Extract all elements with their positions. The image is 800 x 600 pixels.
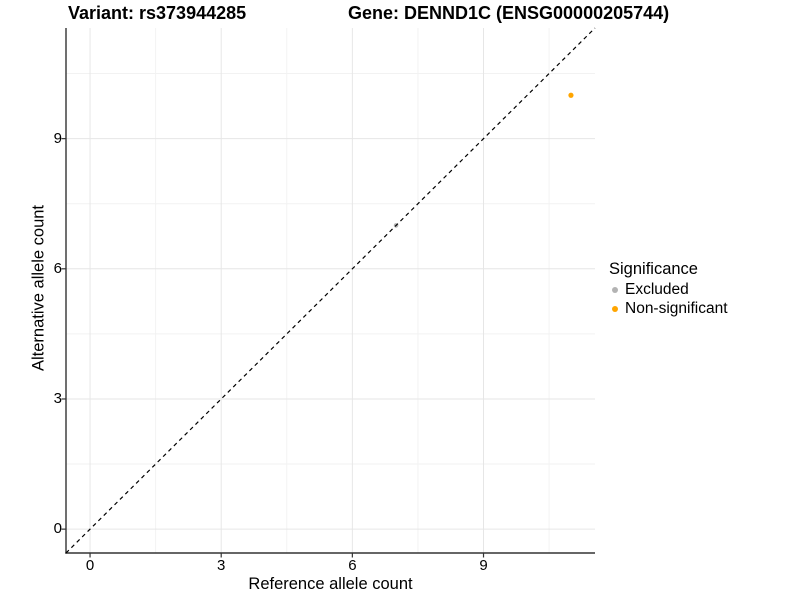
legend-title: Significance (609, 260, 698, 278)
y-tick-label: 9 (53, 129, 62, 147)
x-axis-title: Reference allele count (248, 575, 413, 593)
data-point-non-significant (568, 92, 574, 98)
legend: Significance Excluded Non-significant (609, 260, 728, 318)
plot-title-gene: Gene: DENND1C (ENSG00000205744) (348, 3, 670, 23)
x-tick-label: 9 (479, 557, 488, 574)
y-tick-label: 3 (53, 389, 62, 407)
x-tick-label: 0 (85, 557, 95, 574)
excluded-dot-icon (612, 286, 618, 293)
legend-item-excluded: Excluded (609, 280, 728, 299)
identity-reference-line (65, 27, 596, 554)
non-significant-dot-icon (612, 305, 618, 312)
plot-title-variant: Variant: rs373944285 (68, 3, 247, 23)
y-tick-label: 0 (53, 520, 62, 538)
legend-item-non-significant: Non-significant (609, 299, 728, 318)
legend-item-label: Excluded (625, 280, 689, 298)
legend-item-label: Non-significant (625, 299, 728, 317)
x-tick-label: 6 (348, 557, 357, 574)
x-tick-label: 3 (217, 557, 226, 574)
y-tick-label: 6 (53, 259, 62, 277)
y-axis-title: Alternative allele count (29, 204, 48, 372)
